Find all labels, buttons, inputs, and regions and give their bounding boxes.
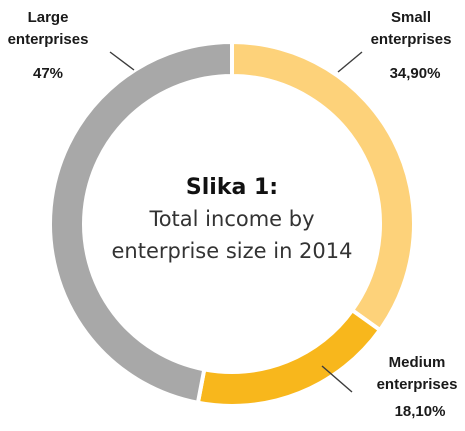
chart-subtitle-line-2: enterprise size in 2014 <box>111 239 352 263</box>
slice-name-small-1: Small <box>391 9 431 26</box>
slice-name-large-1: Large <box>28 9 69 26</box>
slice-name-medium-2: enterprises <box>377 376 458 393</box>
slice-name-medium-1: Medium <box>389 354 446 371</box>
slice-medium <box>195 307 383 408</box>
slice-value-medium: 18,10% <box>395 403 446 420</box>
leader-line-large <box>109 51 135 71</box>
slice-name-small-2: enterprises <box>371 31 452 48</box>
slice-value-small: 34,90% <box>390 65 441 82</box>
chart-subtitle-line-1: Total income by <box>148 207 314 231</box>
leader-lines <box>109 51 363 393</box>
slice-value-large: 47% <box>33 65 63 82</box>
leader-line-small <box>337 51 363 73</box>
slice-name-large-2: enterprises <box>8 31 89 48</box>
slice-labels: Small enterprises 34,90% Medium enterprises 1… <box>8 9 458 420</box>
slice-large <box>48 39 234 406</box>
leader-line-medium <box>321 365 353 393</box>
chart-title: Slika 1: <box>186 175 278 200</box>
